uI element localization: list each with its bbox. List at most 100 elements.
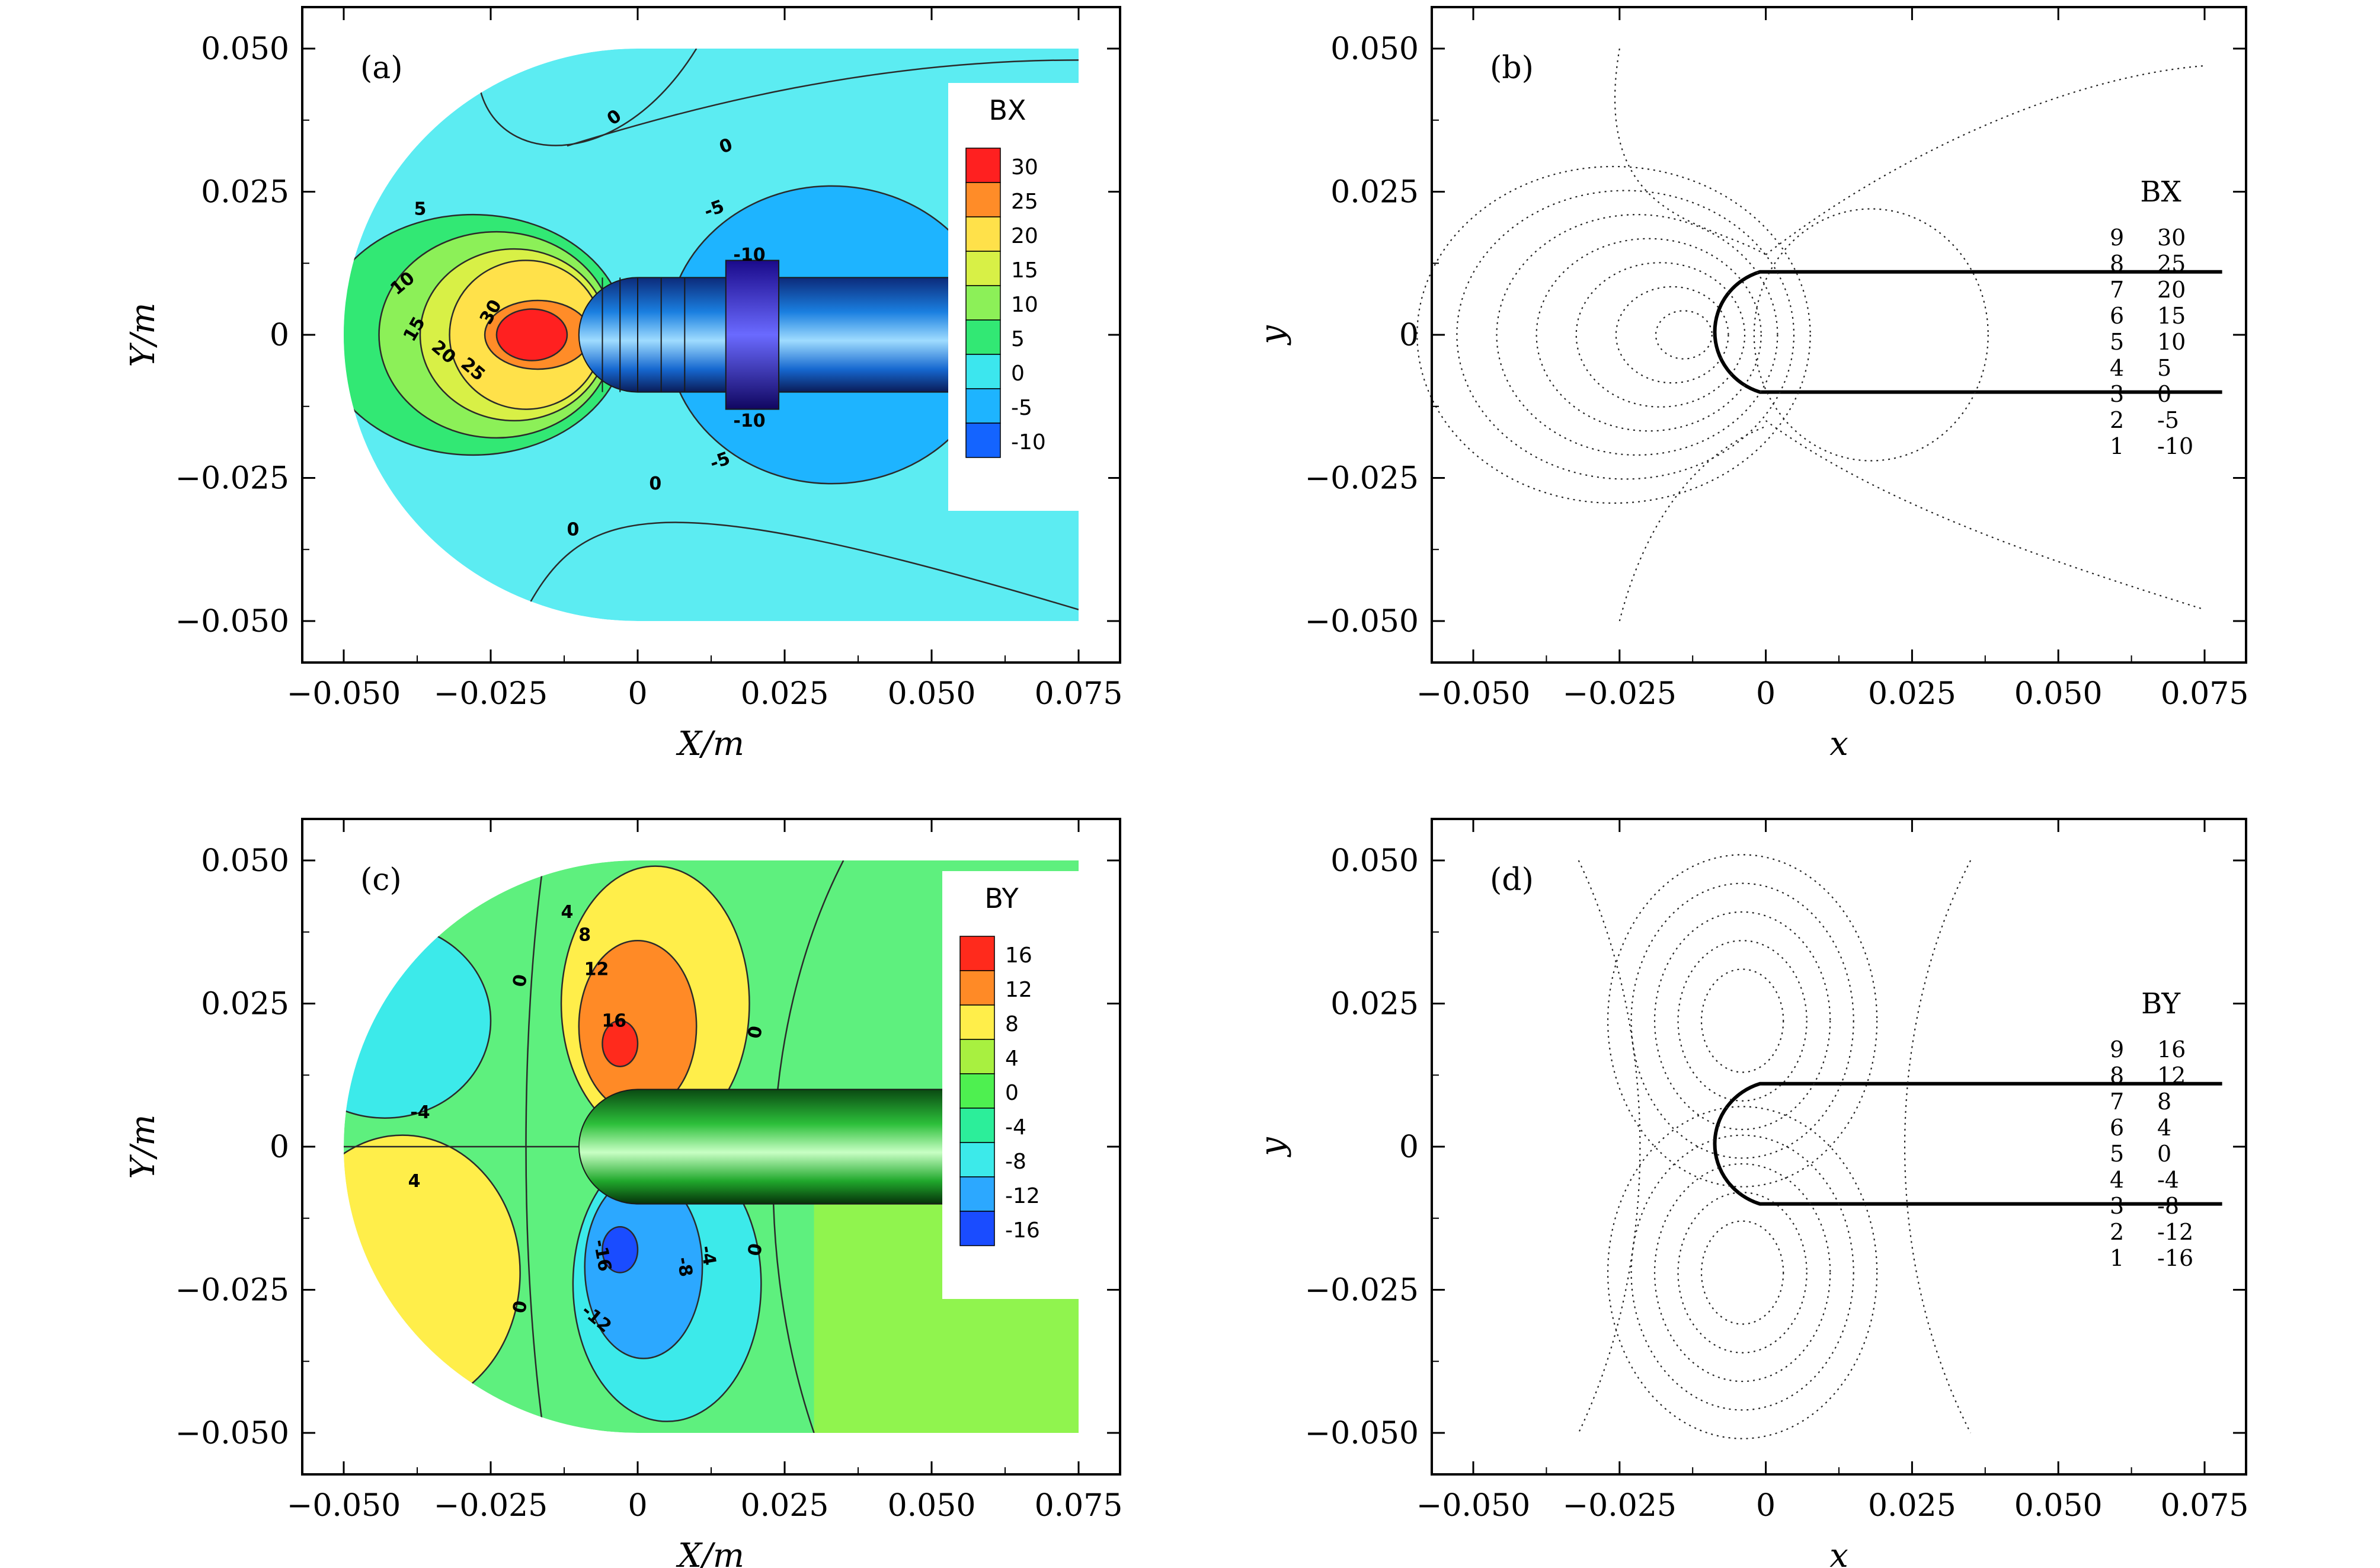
probe-outline xyxy=(1713,270,2222,394)
dotted-contour xyxy=(1578,860,1641,1433)
legend-level: 8 xyxy=(2110,1063,2124,1089)
y-tick-label: −0.025 xyxy=(1305,1273,1419,1308)
legend-level: 9 xyxy=(2110,225,2124,251)
y-tick-label: 0.050 xyxy=(201,843,289,879)
colorbar-title: BY xyxy=(984,882,1019,914)
x-tick-label: 0.075 xyxy=(1035,1488,1123,1524)
colorbar-label: -12 xyxy=(1005,1184,1040,1208)
legend-value: 0 xyxy=(2157,381,2171,407)
colorbar-label: 30 xyxy=(1011,155,1038,180)
colorbar-label: -5 xyxy=(1011,396,1032,420)
legend-level: 8 xyxy=(2110,251,2124,277)
probe-outline xyxy=(1713,1081,2222,1206)
x-tick-label: −0.050 xyxy=(1416,676,1530,712)
probe-band xyxy=(725,260,780,410)
x-tick-label: −0.050 xyxy=(287,1488,401,1524)
x-tick-label: 0 xyxy=(1756,676,1776,712)
panel-b: −0.050 −0.025 0 0.025 0.050 0.075 0.050 0.025 0 −… xyxy=(1253,6,2249,763)
legend-level: 4 xyxy=(2110,355,2124,381)
y-tick-label: −0.050 xyxy=(1305,1416,1419,1451)
colorbar-swatch xyxy=(965,354,1001,389)
legend-value: 8 xyxy=(2157,1089,2171,1115)
x-tick-label: −0.025 xyxy=(434,1488,548,1524)
legend-title: BY xyxy=(2141,987,2181,1020)
y-tick-label: 0.025 xyxy=(1330,987,1419,1022)
x-tick-label: −0.025 xyxy=(1563,1488,1677,1524)
panel-a: −0.050 −0.025 0 0.025 0.050 0.075 0.050 0.025 0 −… xyxy=(124,6,1123,763)
legend-value: 5 xyxy=(2157,355,2171,381)
zero-contour xyxy=(567,59,1079,147)
y-tick-label: −0.050 xyxy=(175,604,289,639)
colorbar-label: 8 xyxy=(1005,1012,1019,1036)
colorbar-swatch xyxy=(965,285,1001,321)
panel-d: −0.050 −0.025 0 0.025 0.050 0.075 0.050 0.025 0 −… xyxy=(1253,818,2248,1568)
y-tick-label: 0.050 xyxy=(201,31,289,67)
y-tick-label: 0 xyxy=(1399,1129,1419,1165)
x-axis-title: X/m xyxy=(676,1537,744,1568)
dotted-contour xyxy=(1653,911,1831,1131)
legend-level: 3 xyxy=(2110,1193,2124,1219)
dotted-contour xyxy=(1416,165,1811,504)
y-axis-title: y xyxy=(1253,1137,1292,1158)
legend-value: -5 xyxy=(2157,407,2179,433)
dotted-contour xyxy=(1677,1192,1808,1353)
x-tick-label: 0.025 xyxy=(741,676,829,712)
x-axis-title: x xyxy=(1829,1537,1848,1568)
contour-label: 4 xyxy=(408,1171,421,1192)
y-axis-title: Y/m xyxy=(124,303,162,367)
legend-level: 5 xyxy=(2110,1141,2124,1167)
contour-region-16 xyxy=(602,1020,639,1068)
panel-label: (d) xyxy=(1490,862,1534,898)
colorbar-swatch xyxy=(965,251,1001,286)
legend-level: 4 xyxy=(2110,1167,2124,1193)
dotted-contour xyxy=(1655,310,1713,360)
legend-value: -16 xyxy=(2157,1245,2193,1271)
legend-level: 3 xyxy=(2110,381,2124,407)
x-tick-label: 0.050 xyxy=(2014,1488,2103,1524)
y-tick-label: 0 xyxy=(1399,318,1419,353)
colorbar-swatch xyxy=(959,1039,995,1074)
colorbar-swatch xyxy=(959,1108,995,1143)
colorbar-title: BX xyxy=(989,94,1026,126)
x-axis-title: X/m xyxy=(676,725,744,763)
x-tick-label: 0 xyxy=(628,1488,647,1524)
y-tick-label: −0.025 xyxy=(175,461,289,497)
legend-value: 12 xyxy=(2157,1063,2186,1089)
colorbar-swatch xyxy=(965,182,1001,217)
dotted-contour xyxy=(1575,262,1746,408)
y-tick-label: −0.025 xyxy=(175,1273,289,1308)
colorbar-swatch xyxy=(965,388,1001,424)
y-tick-label: 0.025 xyxy=(201,987,289,1022)
legend-value: 0 xyxy=(2157,1141,2171,1167)
colorbar-swatch xyxy=(965,148,1001,183)
legend-value: -10 xyxy=(2157,433,2193,459)
x-tick-label: 0.075 xyxy=(1035,676,1123,712)
colorbar-swatch xyxy=(965,319,1001,355)
x-tick-label: 0.075 xyxy=(2161,676,2249,712)
contour-label: 16 xyxy=(602,1010,626,1031)
y-tick-label: −0.050 xyxy=(1305,604,1419,639)
contour-region-30 xyxy=(495,308,568,361)
dotted-contour xyxy=(1496,214,1778,456)
x-tick-label: 0 xyxy=(628,676,647,712)
colorbar-swatch xyxy=(959,1176,995,1212)
dotted-contour xyxy=(1904,860,1972,1433)
colorbar-label: 0 xyxy=(1005,1081,1019,1105)
x-tick-label: −0.025 xyxy=(434,676,548,712)
y-tick-label: −0.025 xyxy=(1305,461,1419,497)
dotted-contour xyxy=(1607,854,1878,1188)
legend-value: -12 xyxy=(2157,1219,2193,1245)
colorbar-label: 0 xyxy=(1011,361,1025,386)
x-tick-label: 0.025 xyxy=(1868,676,1956,712)
panel-label: (a) xyxy=(360,50,403,86)
colorbar-label: 4 xyxy=(1005,1047,1019,1071)
contour-label: 0 xyxy=(649,473,661,494)
colorbar-label: -16 xyxy=(1005,1218,1040,1243)
y-tick-label: −0.050 xyxy=(175,1416,289,1451)
contour-label: 12 xyxy=(584,959,609,980)
y-tick-label: 0.025 xyxy=(1330,175,1419,210)
contour-label: 4 xyxy=(561,902,574,923)
dotted-contour xyxy=(1607,1106,1878,1439)
colorbar-label: 5 xyxy=(1011,327,1025,351)
